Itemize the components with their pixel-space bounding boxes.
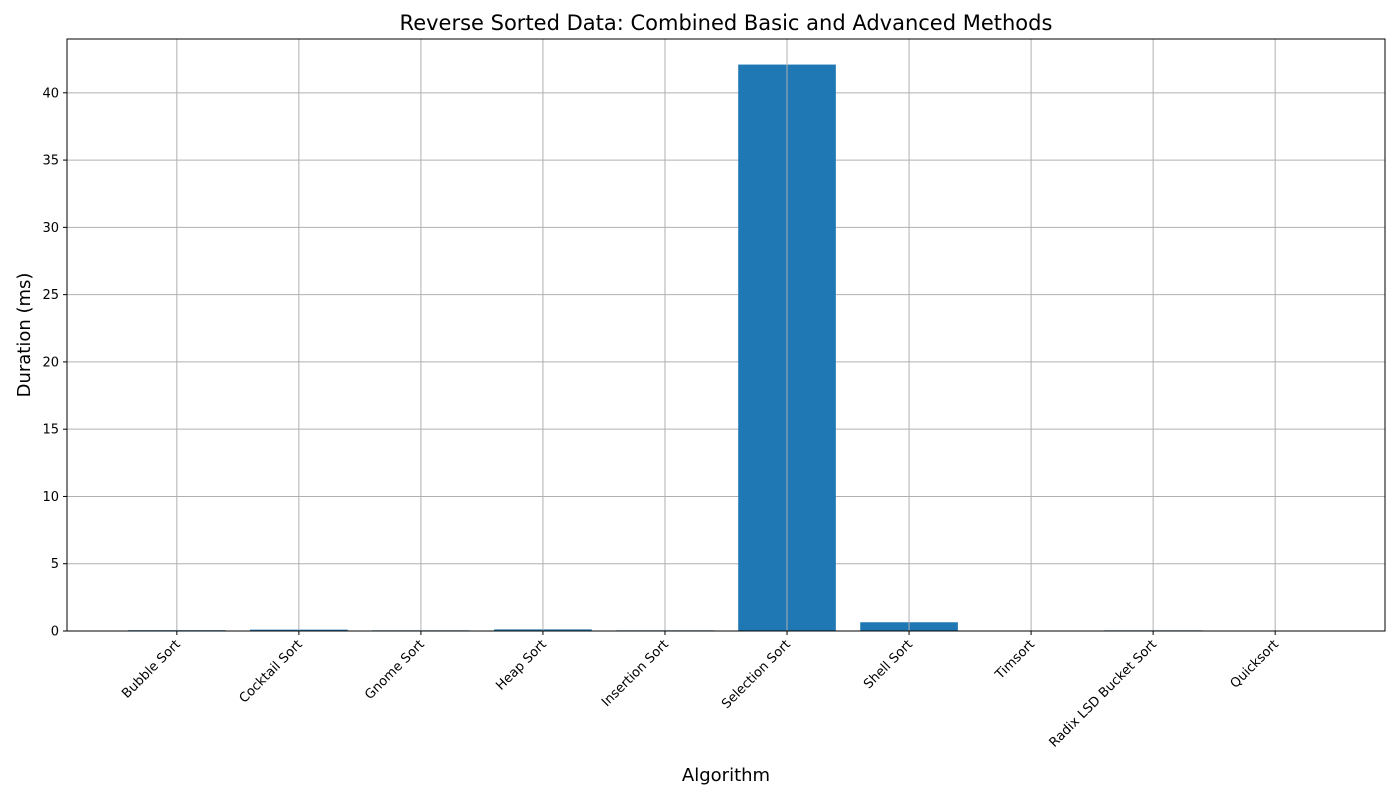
plot-frame [66, 38, 1386, 632]
y-tick-label: 40 [42, 86, 59, 101]
y-tick-label: 30 [42, 221, 59, 236]
y-tick-label: 35 [42, 154, 59, 169]
grid-lines [67, 92, 1385, 632]
y-tick-label: 5 [51, 557, 59, 572]
x-tick-label: Quicksort [1228, 637, 1282, 691]
x-tick-label: Heap Sort [493, 637, 549, 693]
y-tick-label: 25 [42, 288, 59, 303]
x-tick-label: Selection Sort [719, 637, 794, 712]
x-tick-label: Bubble Sort [119, 637, 183, 701]
x-tick-label: Gnome Sort [362, 637, 428, 703]
x-tick-label: Timsort [992, 637, 1038, 683]
y-tick-label: 20 [42, 355, 59, 370]
x-tick-label: Shell Sort [861, 637, 916, 692]
y-tick-label: 15 [42, 423, 59, 438]
y-axis-ticks: 0 5 10 15 20 25 30 35 40 [42, 86, 67, 640]
vertical-grid-lines [176, 39, 1276, 631]
x-tick-label: Insertion Sort [599, 637, 672, 710]
chart-title: Reverse Sorted Data: Combined Basic and … [400, 11, 1053, 35]
y-tick-label: 10 [42, 490, 59, 505]
x-tick-label: Radix LSD Bucket Sort [1047, 637, 1160, 750]
y-tick-label: 0 [51, 625, 59, 640]
x-axis-ticks: Bubble Sort Cocktail Sort Gnome Sort Heap S… [119, 631, 1282, 751]
x-axis-label: Algorithm [682, 765, 770, 786]
x-tick-label: Cocktail Sort [237, 637, 306, 706]
y-axis-label: Duration (ms) [14, 273, 35, 398]
